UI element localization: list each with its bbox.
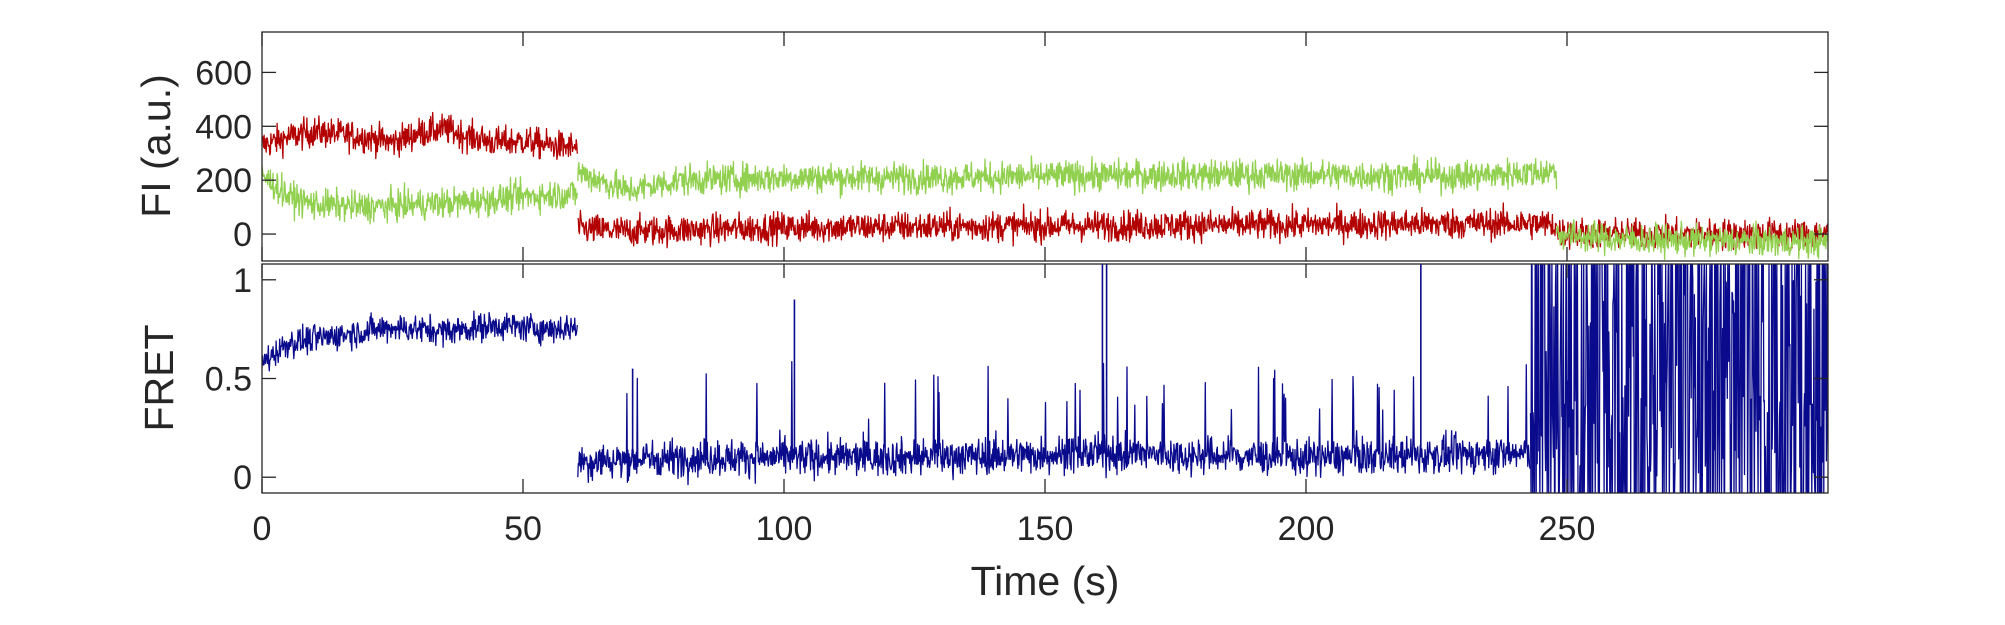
x-tick-label: 100 [756, 510, 813, 548]
fret-panel: 00.51 0 50 100 150 200 250 FRET Time (s) [136, 262, 1829, 604]
time-x-axis-label: Time (s) [971, 558, 1120, 604]
fret-series-group [262, 264, 1828, 493]
y-tick-label: 0 [233, 216, 252, 254]
fluorescence-y-axis-label: FI (a.u.) [133, 74, 179, 218]
y-tick-label: 0.5 [205, 361, 252, 399]
fret-series-0-segment-1 [577, 360, 1532, 486]
fret-series-0-segment-2 [1529, 264, 1828, 493]
fluorescence-y-ticks: 0 200 400 600 [195, 32, 1828, 261]
fluorescence-series-0-segment-1 [577, 202, 1558, 249]
fret-y-axis-label: FRET [136, 324, 182, 431]
x-tick-label: 200 [1278, 510, 1335, 548]
x-tick-label: 150 [1017, 510, 1074, 548]
x-tick-label: 50 [504, 510, 542, 548]
y-tick-label: 200 [195, 162, 252, 200]
fluorescence-panel: 0 200 400 600 FI (a.u.) [133, 31, 1829, 262]
fluorescence-series-1-segment-1 [577, 154, 1558, 202]
x-tick-label: 0 [253, 510, 272, 548]
fluorescence-series-0-segment-0 [262, 111, 578, 161]
fluorescence-series-1-segment-2 [1555, 219, 1828, 261]
fluorescence-series-1-segment-0 [262, 165, 578, 225]
fluorescence-series-group [262, 111, 1828, 261]
y-tick-label: 600 [195, 54, 252, 92]
x-tick-label: 250 [1539, 510, 1596, 548]
y-tick-label: 0 [233, 459, 252, 497]
fret-y-ticks: 00.51 [205, 262, 1828, 497]
time-x-ticks: 0 50 100 150 200 250 [253, 264, 1596, 548]
y-tick-label: 1 [233, 262, 252, 300]
fret-series-0-segment-0 [262, 310, 578, 372]
y-tick-label: 400 [195, 108, 252, 146]
